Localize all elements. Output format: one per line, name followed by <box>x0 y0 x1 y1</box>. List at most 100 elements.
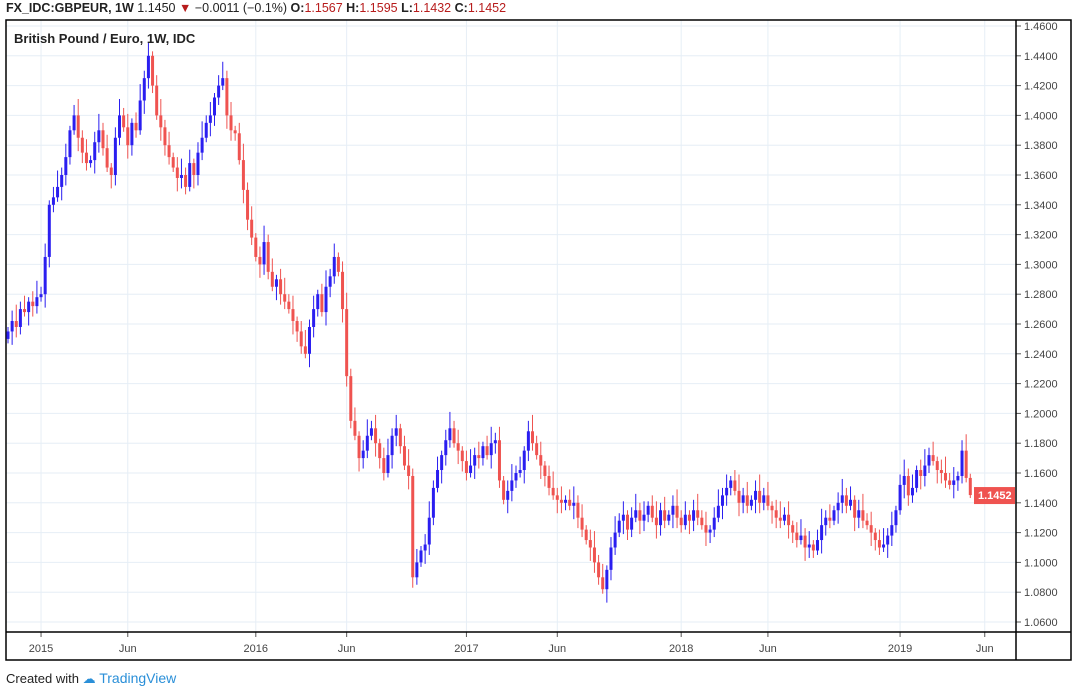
candle-up <box>68 130 72 158</box>
candle-up <box>274 279 278 287</box>
candle-down <box>270 271 274 287</box>
tradingview-brand[interactable]: TradingView <box>99 670 177 686</box>
candle-up <box>898 484 902 511</box>
candle-up <box>605 569 609 590</box>
y-tick-label: 1.3600 <box>1024 170 1058 182</box>
candle-down <box>935 461 939 471</box>
candle-down <box>547 475 551 488</box>
candle-up <box>712 517 716 530</box>
x-tick-label: Jun <box>759 643 777 655</box>
candle-down <box>266 242 270 272</box>
candle-down <box>279 279 283 295</box>
candle-up <box>431 487 435 518</box>
y-tick-label: 1.3200 <box>1024 230 1058 242</box>
candle-up <box>720 495 724 506</box>
candle-down <box>551 487 555 496</box>
y-tick-label: 1.3000 <box>1024 259 1058 271</box>
candle-up <box>332 256 336 277</box>
candle-down <box>407 465 411 476</box>
candle-down <box>477 455 481 459</box>
candle-down <box>865 520 869 526</box>
candle-down <box>225 78 229 116</box>
candle-down <box>877 540 881 548</box>
candle-down <box>291 309 295 322</box>
candle-up <box>667 514 671 521</box>
y-tick-label: 1.2400 <box>1024 349 1058 361</box>
candle-down <box>134 122 138 131</box>
y-tick-label: 1.3400 <box>1024 200 1058 212</box>
y-tick-label: 1.2000 <box>1024 408 1058 420</box>
candle-down <box>844 495 848 506</box>
candle-down <box>766 495 770 506</box>
candle-up <box>444 440 448 456</box>
candle-down <box>192 163 196 175</box>
candle-down <box>382 458 386 473</box>
candle-up <box>716 505 720 518</box>
candle-up <box>419 550 423 563</box>
last-price: 1.1450 <box>137 1 176 15</box>
candle-down <box>704 525 708 533</box>
candle-down <box>184 175 188 187</box>
candle-up <box>64 157 68 175</box>
y-tick-label: 1.1000 <box>1024 557 1058 569</box>
candle-up <box>799 535 803 541</box>
candle-down <box>320 294 324 313</box>
candle-up <box>6 331 10 339</box>
open-label: O: <box>290 1 305 15</box>
low-label: L: <box>401 1 413 15</box>
candle-down <box>76 115 80 138</box>
candle-up <box>832 510 836 521</box>
candle-up <box>514 473 518 481</box>
candle-up <box>634 510 638 518</box>
candle-up <box>213 97 216 116</box>
candle-up <box>518 470 522 473</box>
open-value: 1.1567 <box>304 1 343 15</box>
candle-up <box>824 517 828 526</box>
candle-down <box>31 301 35 307</box>
candle-up <box>510 480 514 491</box>
candle-up <box>910 487 914 496</box>
candle-up <box>262 242 266 265</box>
candle-up <box>35 297 39 307</box>
candle-up <box>807 544 811 548</box>
candle-down <box>402 446 406 466</box>
candle-down <box>626 514 629 530</box>
candle-down <box>345 309 349 377</box>
candle-up <box>415 562 419 578</box>
candle-down <box>696 510 700 518</box>
candle-up <box>741 495 745 503</box>
candle-down <box>968 477 972 496</box>
candle-up <box>436 470 440 488</box>
candle-up <box>113 137 117 175</box>
x-tick-label: Jun <box>338 643 356 655</box>
candle-down <box>497 440 501 481</box>
y-tick-label: 1.4200 <box>1024 81 1058 93</box>
candle-down <box>299 331 303 347</box>
candle-up <box>815 540 819 551</box>
candle-down <box>229 115 233 131</box>
candle-down <box>580 517 584 530</box>
candle-down <box>287 301 291 310</box>
candle-down <box>584 529 588 541</box>
candle-up <box>200 137 204 153</box>
candle-down <box>787 514 791 526</box>
candle-down <box>828 517 832 521</box>
y-tick-label: 1.2600 <box>1024 319 1058 331</box>
candle-down <box>588 540 592 548</box>
candle-up <box>146 55 150 79</box>
candle-up <box>886 535 890 545</box>
candle-down <box>906 475 910 496</box>
candle-up <box>307 326 311 354</box>
candle-down <box>733 480 737 491</box>
symbol-name: FX_IDC:GBPEUR, 1W <box>6 1 134 15</box>
candle-down <box>411 475 415 578</box>
candle-down <box>456 443 460 451</box>
y-tick-label: 1.3800 <box>1024 140 1058 152</box>
candle-up <box>324 286 328 313</box>
candle-down <box>638 510 642 521</box>
candle-up <box>613 532 617 548</box>
candle-down <box>14 321 18 327</box>
last-price-marker <box>974 487 1015 505</box>
candle-down <box>151 55 155 86</box>
